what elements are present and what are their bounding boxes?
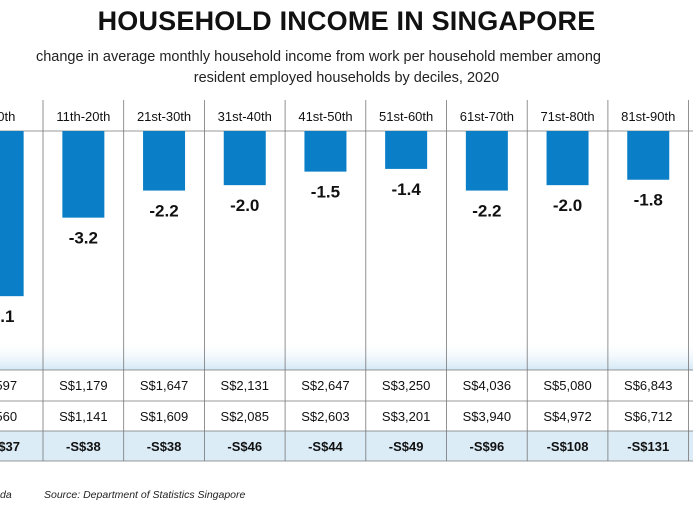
decile-header-5: 51st-60th — [379, 109, 433, 124]
table-cell-r2-c8: -S$131 — [627, 439, 669, 454]
table-cell-r0-c8: S$6,843 — [624, 378, 672, 393]
decile-header-8: 81st-90th — [621, 109, 675, 124]
bar-value-label-1: -3.2 — [69, 229, 98, 248]
table-cell-r0-c1: S$1,179 — [59, 378, 107, 393]
table-cell-r2-c7: -S$108 — [547, 439, 589, 454]
table-cell-r2-c1: -S$38 — [66, 439, 101, 454]
table-cell-r1-c8: S$6,712 — [624, 409, 672, 424]
bar-1 — [62, 131, 105, 218]
chart-subtitle-line-2: resident employed households by deciles,… — [193, 70, 500, 86]
table-cell-r0-c7: S$5,080 — [543, 378, 591, 393]
table-cell-r1-c7: S$4,972 — [543, 409, 591, 424]
table-cell-r2-c4: -S$44 — [308, 439, 343, 454]
table-cell-r2-c3: -S$46 — [227, 439, 262, 454]
decile-header-6: 61st-70th — [460, 109, 514, 124]
chart-subtitle-line-1: change in average monthly household inco… — [35, 49, 601, 65]
table-cell-r1-c3: S$2,085 — [221, 409, 269, 424]
bar-7 — [546, 131, 589, 186]
bar-value-label-4: -1.5 — [311, 183, 340, 202]
decile-header-1: 11th-20th — [56, 109, 110, 124]
table-cell-r1-c2: S$1,609 — [140, 409, 188, 424]
table-cell-r2-c6: -S$96 — [469, 439, 504, 454]
table-cell-r2-c5: -S$49 — [389, 439, 424, 454]
decile-header-0: 10th — [0, 109, 15, 124]
table-cell-r0-c0: $597 — [0, 378, 17, 393]
table-cell-r0-c2: S$1,647 — [140, 378, 188, 393]
bar-5 — [385, 131, 428, 169]
bar-value-label-8: -1.8 — [634, 191, 663, 210]
decile-header-7: 71st-80th — [540, 109, 594, 124]
table-cell-r1-c4: S$2,603 — [301, 409, 349, 424]
table-cell-r1-c0: $560 — [0, 409, 17, 424]
decile-header-3: 31st-40th — [218, 109, 272, 124]
table-cell-r0-c5: S$3,250 — [382, 378, 430, 393]
table-cell-r2-c2: -S$38 — [147, 439, 182, 454]
bar-6 — [465, 131, 508, 191]
bar-3 — [223, 131, 266, 186]
table-cell-r0-c4: S$2,647 — [301, 378, 349, 393]
bar-value-label-6: -2.2 — [472, 202, 501, 221]
table-cell-r0-c3: S$2,131 — [221, 378, 269, 393]
chart-title: HOUSEHOLD INCOME IN SINGAPORE — [97, 6, 596, 36]
table-cell-r1-c6: S$3,940 — [463, 409, 511, 424]
decile-header-2: 21st-30th — [137, 109, 191, 124]
bar-value-label-2: -2.2 — [149, 202, 178, 221]
table-cell-r1-c5: S$3,201 — [382, 409, 430, 424]
table-cell-r1-c1: S$1,141 — [59, 409, 107, 424]
table-cell-r0-c6: S$4,036 — [463, 378, 511, 393]
bar-value-label-5: -1.4 — [392, 180, 422, 199]
difference-row-background — [0, 431, 693, 461]
source-note: Source: Department of Statistics Singapo… — [44, 489, 246, 501]
credit-fragment: da — [0, 489, 12, 501]
chart-gradient-band — [0, 340, 693, 370]
income-change-chart: 10th 6.1 $597 $560 -S$37 11th-20th -3.2 S$1,179… — [0, 100, 693, 462]
decile-header-4: 41st-50th — [298, 109, 352, 124]
table-cell-r2-c0: -S$37 — [0, 439, 20, 454]
bar-0 — [0, 131, 24, 297]
bar-2 — [143, 131, 186, 191]
bar-8 — [627, 131, 670, 180]
bar-value-label-0: 6.1 — [0, 307, 14, 326]
bar-4 — [304, 131, 347, 172]
bar-value-label-7: -2.0 — [553, 196, 582, 215]
bar-value-label-3: -2.0 — [230, 196, 259, 215]
